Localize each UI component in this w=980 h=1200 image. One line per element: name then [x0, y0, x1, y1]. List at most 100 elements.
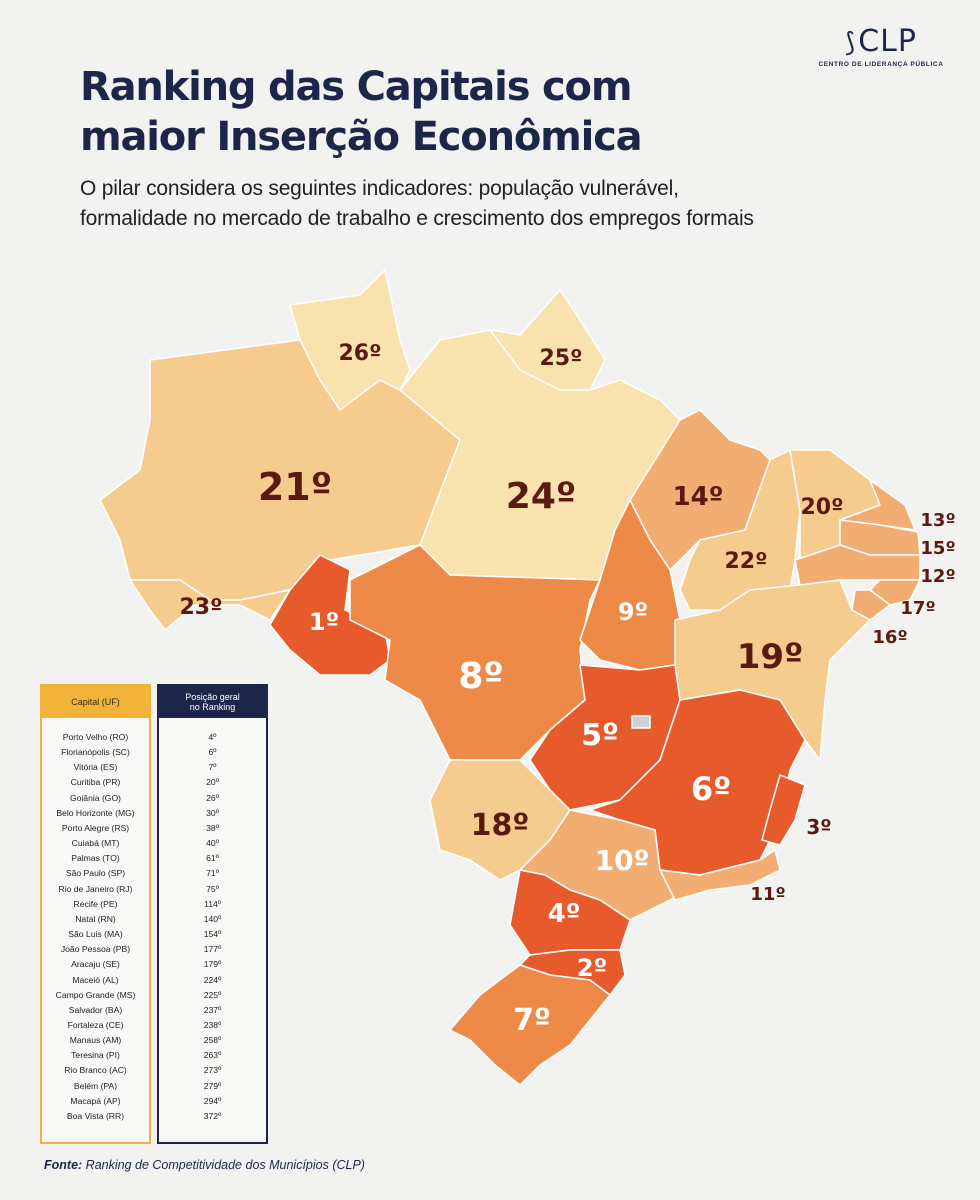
legend-capital-item: Rio de Janeiro (RJ): [58, 883, 133, 894]
legend-capital-item: Macapá (AP): [70, 1095, 121, 1106]
legend-position-item: 237º: [203, 1004, 222, 1015]
legend-position-item: 30º: [206, 807, 219, 818]
label-RS: 7º: [513, 1003, 551, 1038]
logo-mark: ⟆CLP: [816, 24, 946, 59]
legend-position-item: 154º: [203, 929, 222, 940]
position-header-line-2: no Ranking: [189, 702, 236, 712]
logo-figure-icon: ⟆: [845, 28, 857, 58]
state-rank-labels: 26º 25º 21º 24º 14º 20º 13º 15º 12º 17º …: [179, 341, 955, 1038]
label-AL: 17º: [900, 598, 935, 619]
legend-position-item: 114º: [204, 898, 221, 909]
label-BA: 19º: [737, 637, 804, 677]
state-PR: [509, 869, 631, 956]
legend-capital-item: Florianópolis (SC): [61, 747, 130, 758]
legend-capital-item: Cuiabá (MT): [71, 838, 120, 849]
label-ES: 3º: [806, 815, 831, 839]
legend-capital-item: Maceió (AL): [72, 974, 119, 985]
page-title: Ranking das Capitais com maior Inserção …: [80, 62, 643, 162]
label-AC: 23º: [179, 595, 222, 620]
legend-position-item: 225º: [203, 989, 222, 1000]
label-PR: 4º: [548, 899, 581, 929]
legend-capital-item: Curitiba (PR): [70, 777, 121, 788]
legend-position-item: 372º: [203, 1110, 222, 1121]
legend-capital-item: Belo Horizonte (MG): [56, 807, 135, 818]
title-line-2: maior Inserção Econômica: [80, 114, 643, 160]
legend-capital-item: Porto Alegre (RS): [61, 822, 130, 833]
label-AP: 25º: [539, 346, 582, 371]
legend-capital-item: Manaus (AM): [69, 1035, 122, 1046]
label-MS: 18º: [471, 808, 530, 843]
source-text: Ranking de Competitividade dos Município…: [85, 1158, 365, 1172]
label-SC: 2º: [577, 954, 607, 982]
label-SP: 10º: [595, 844, 650, 877]
legend-position-item: 263º: [203, 1050, 222, 1061]
legend-capital-item: Salvador (BA): [68, 1004, 123, 1015]
legend-position-item: 61º: [206, 853, 219, 864]
legend-capital-item: Vitória (ES): [73, 762, 118, 773]
legend-position-header: Posição geral no Ranking: [159, 686, 266, 718]
legend-capital-column: Capital (UF) Porto Velho (RO) Florianópol…: [40, 684, 151, 1144]
title-line-1: Ranking das Capitais com: [80, 64, 633, 110]
legend-position-list: 4º 6º 7º 20º 26º 30º 38º 40º 61º 71º 75º 114º 140º 15…: [159, 718, 266, 1124]
legend-position-item: 238º: [203, 1019, 222, 1030]
label-GO: 5º: [581, 718, 619, 753]
legend-capital-item: São Paulo (SP): [65, 868, 126, 879]
legend-capital-item: Fortaleza (CE): [67, 1019, 124, 1030]
label-MA: 14º: [673, 482, 724, 512]
label-CE: 20º: [800, 495, 843, 520]
legend-position-item: 75º: [206, 883, 219, 894]
legend-position-item: 71º: [206, 868, 219, 879]
label-RO: 1º: [309, 608, 339, 636]
label-PA: 24º: [506, 476, 576, 517]
label-SE: 16º: [872, 627, 907, 648]
label-RR: 26º: [338, 341, 381, 366]
legend-position-item: 177º: [203, 944, 222, 955]
state-ES: [761, 774, 806, 846]
label-MG: 6º: [691, 770, 731, 808]
state-RJ: [659, 849, 781, 901]
federal-district: [631, 715, 651, 729]
clp-logo: ⟆CLP CENTRO DE LIDERANÇA PÚBLICA: [816, 24, 946, 68]
legend-capital-item: Boa Vista (RR): [66, 1110, 125, 1121]
legend-position-item: 40º: [206, 838, 219, 849]
page-subtitle: O pilar considera os seguintes indicador…: [80, 174, 940, 234]
legend-capital-item: Belém (PA): [73, 1080, 118, 1091]
legend-position-item: 140º: [203, 913, 222, 924]
label-RJ: 11º: [750, 884, 785, 905]
legend-capital-item: Campo Grande (MS): [55, 989, 136, 1000]
label-PB: 15º: [920, 538, 955, 559]
state-AC: [129, 579, 291, 631]
source-label: Fonte:: [44, 1158, 83, 1172]
label-PE: 12º: [920, 566, 955, 587]
source-note: Fonte: Ranking de Competitividade dos Mu…: [44, 1158, 365, 1172]
legend-position-item: 6º: [208, 747, 217, 758]
legend-capital-item: Goiânia (GO): [69, 792, 122, 803]
label-AM: 21º: [258, 465, 332, 509]
legend-capital-item: Teresina (PI): [71, 1050, 120, 1061]
legend-position-item: 258º: [203, 1035, 222, 1046]
legend-capital-item: São Luis (MA): [68, 929, 123, 940]
legend-position-item: 7º: [208, 762, 217, 773]
state-shapes: [99, 269, 921, 1086]
legend-position-item: 20º: [206, 777, 219, 788]
legend-capital-item: Recife (PE): [73, 898, 118, 909]
label-PI: 22º: [724, 549, 767, 574]
legend-capital-item: Porto Velho (RO): [62, 732, 129, 742]
position-header-line-1: Posição geral: [185, 692, 240, 702]
legend-capital-item: Rio Branco (AC): [64, 1065, 127, 1076]
legend-position-item: 294º: [203, 1095, 222, 1106]
label-MT: 8º: [458, 656, 503, 697]
legend-capital-item: Natal (RN): [75, 913, 116, 924]
subtitle-line-1: O pilar considera os seguintes indicador…: [80, 177, 679, 200]
subtitle-line-2: formalidade no mercado de trabalho e cre…: [80, 207, 754, 230]
legend-position-item: 179º: [203, 959, 222, 970]
state-SE: [851, 589, 891, 621]
state-RS: [449, 964, 611, 1086]
label-RN: 13º: [920, 510, 955, 531]
legend-position-item: 273º: [203, 1065, 222, 1076]
logo-text: CLP: [858, 24, 917, 59]
legend-position-item: 4º: [208, 732, 217, 742]
logo-subtitle: CENTRO DE LIDERANÇA PÚBLICA: [818, 61, 944, 68]
legend-capital-item: João Pessoa (PB): [60, 944, 131, 955]
